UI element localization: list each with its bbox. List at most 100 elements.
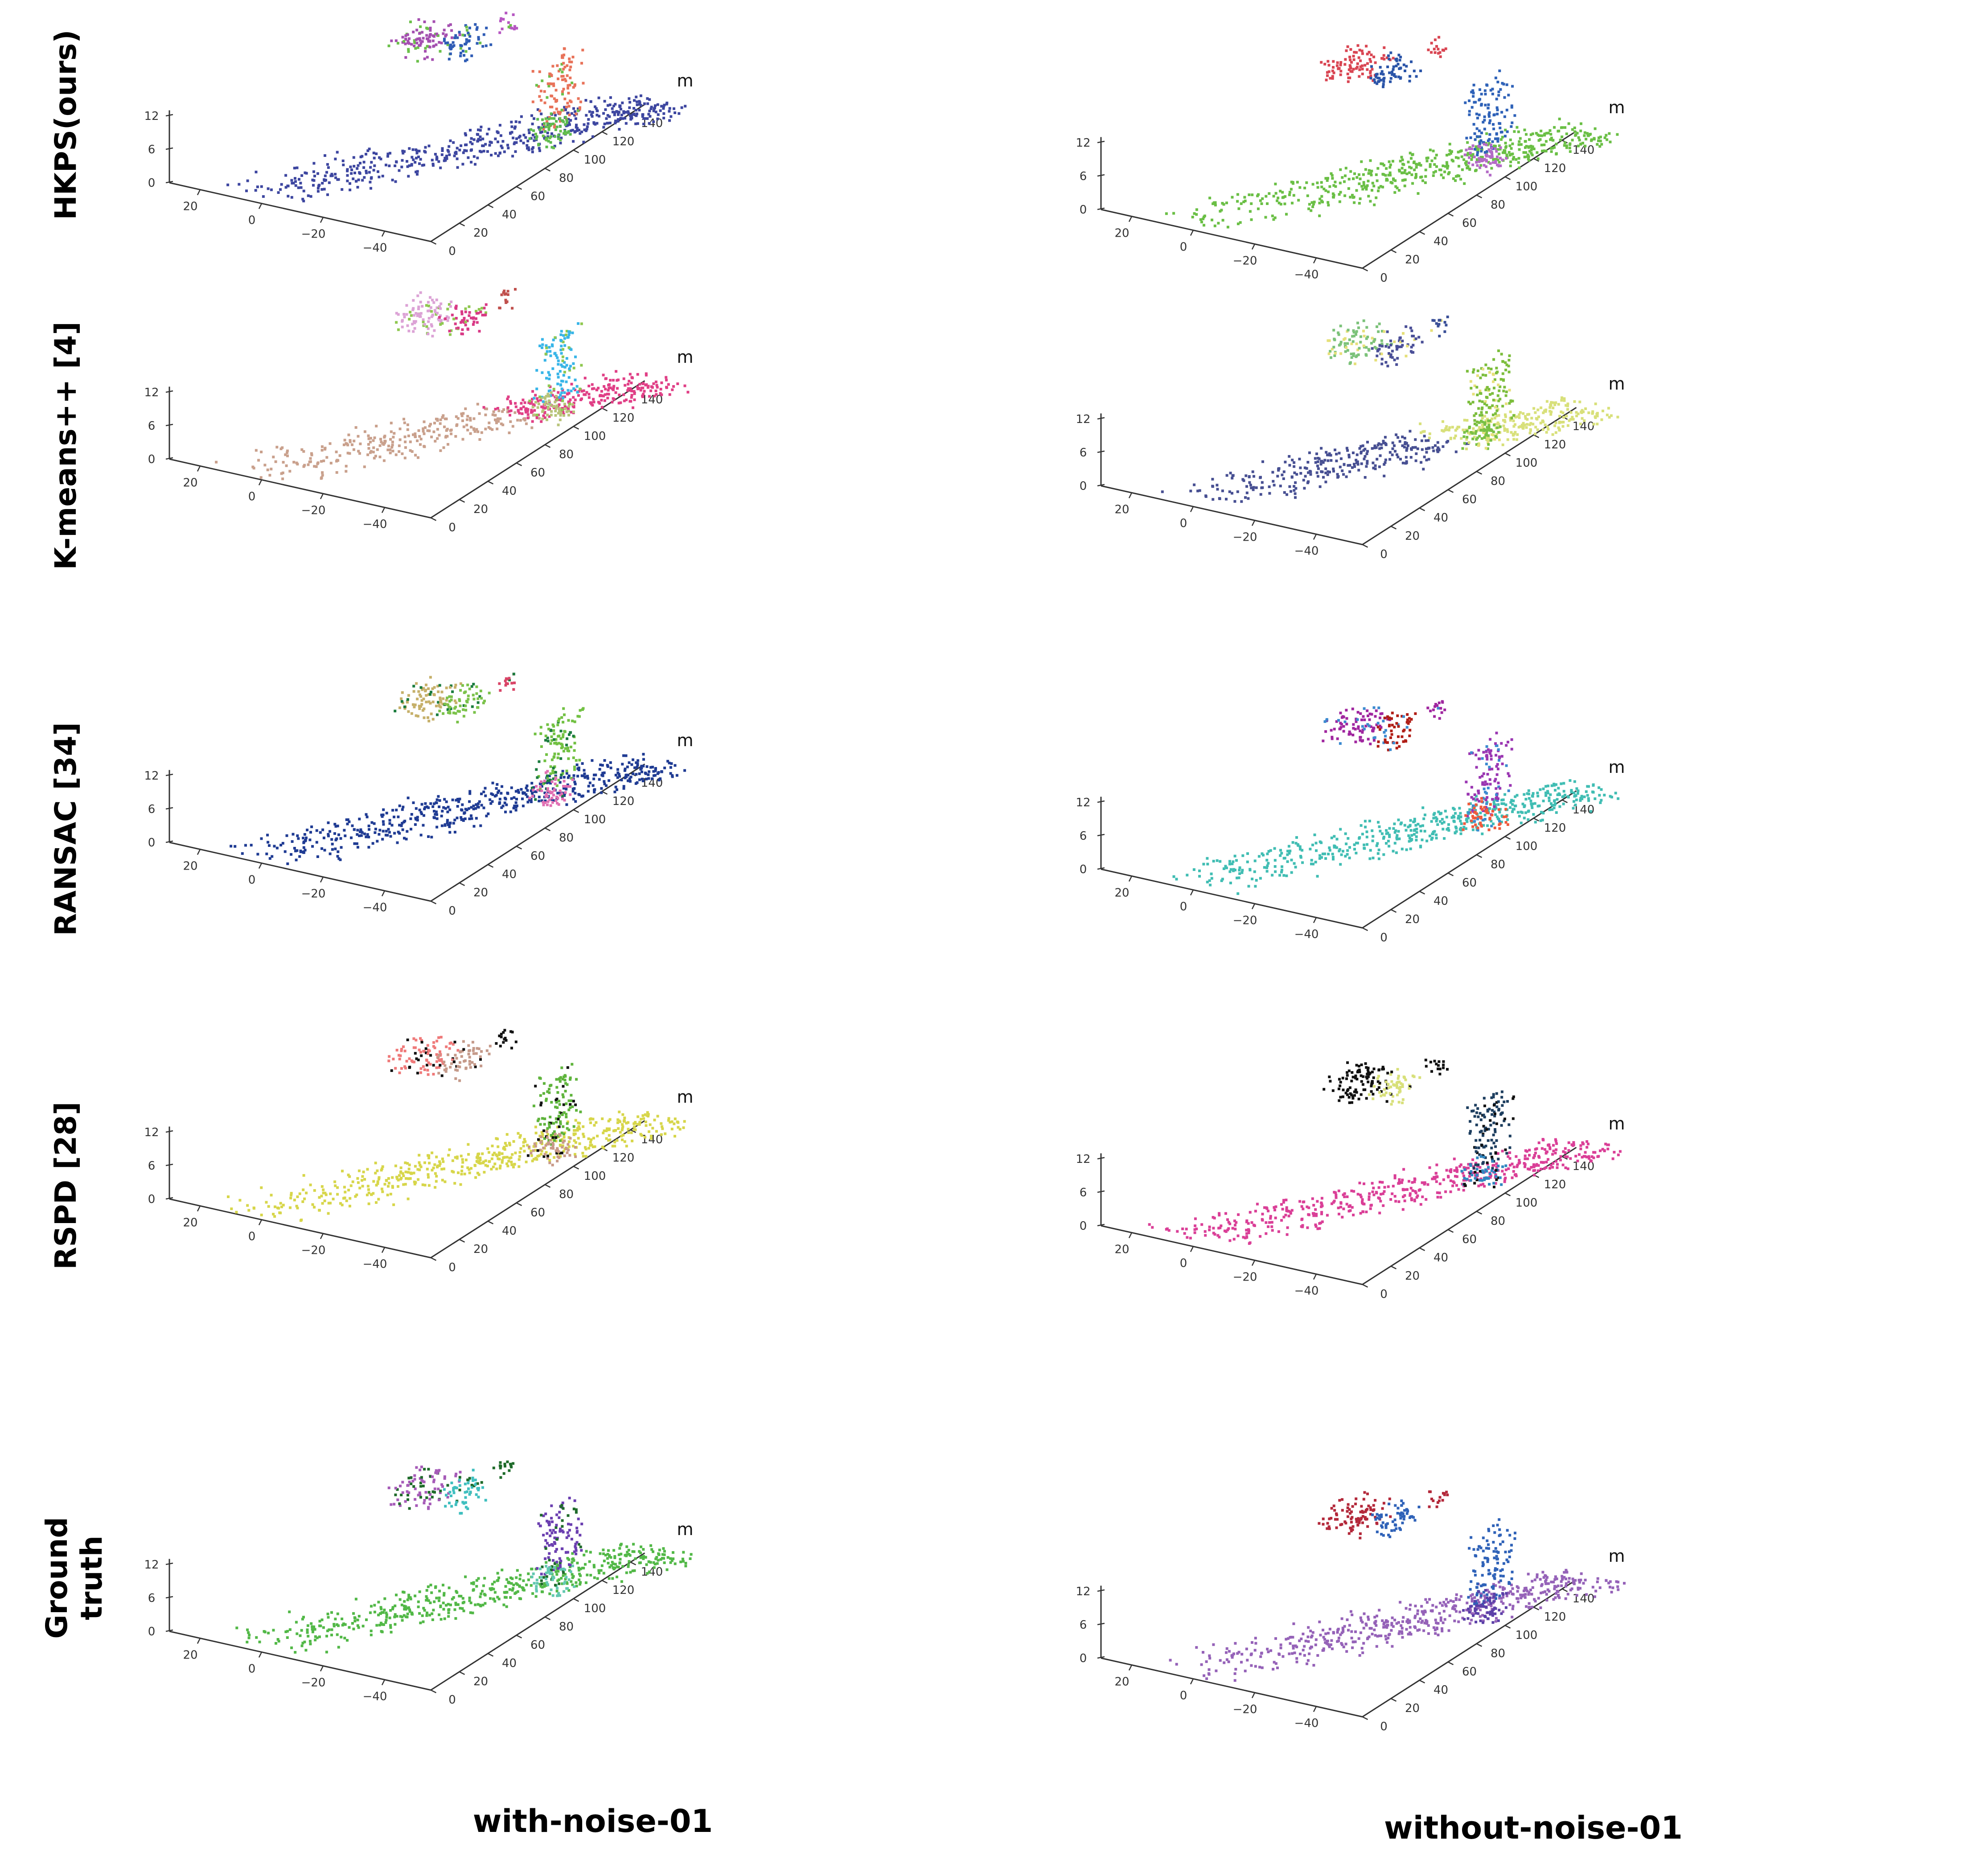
panel-0-clean-point bbox=[1377, 189, 1380, 193]
panel-2-noise-point bbox=[478, 695, 481, 698]
panel-2-noise-point bbox=[381, 815, 384, 818]
panel-1-clean-point bbox=[1366, 462, 1369, 465]
panel-0-clean-point bbox=[1202, 218, 1205, 220]
panel-1-noise-point bbox=[343, 439, 346, 442]
panel-2-noise-point bbox=[571, 719, 574, 723]
panel-1-clean-point bbox=[1277, 469, 1280, 472]
panel-0-clean-point bbox=[1413, 168, 1416, 172]
panel-0-noise-point bbox=[443, 39, 446, 42]
panel-1-clean-point bbox=[1295, 473, 1298, 476]
panel-1-clean-point bbox=[1512, 433, 1515, 436]
panel-2-clean-point bbox=[1557, 787, 1560, 790]
panel-2-noise-point bbox=[290, 853, 293, 856]
panel-2-noise-point bbox=[409, 817, 412, 820]
panel-2-clean-point bbox=[1603, 793, 1606, 797]
panel-2-noise-point bbox=[591, 759, 594, 762]
panel-0-clean-point bbox=[1471, 144, 1475, 147]
panel-2-noise-point bbox=[453, 699, 456, 702]
panel-0-noise-point bbox=[540, 112, 543, 115]
panel-0-clean-point bbox=[1338, 193, 1341, 196]
panel-2-clean-point bbox=[1403, 824, 1406, 827]
panel-2-noise-point bbox=[476, 706, 479, 709]
panel-2-noise-point bbox=[373, 822, 376, 825]
panel-0-clean-point bbox=[1457, 151, 1460, 154]
panel-0-clean-point bbox=[1442, 49, 1445, 52]
panel-0-clean-point bbox=[1375, 196, 1378, 199]
panel-1-clean-point bbox=[1299, 472, 1302, 475]
panel-2-noise-point bbox=[483, 699, 486, 702]
panel-2-noise-point bbox=[562, 735, 564, 739]
panel-2-clean-point bbox=[1453, 820, 1456, 823]
panel-2-noise-point bbox=[447, 711, 450, 714]
panel-2-clean-point bbox=[1377, 848, 1380, 851]
panel-1-noise-point bbox=[268, 474, 271, 477]
panel-1-noise-point bbox=[560, 363, 563, 366]
panel-0-noise-point bbox=[407, 48, 410, 51]
panel-2-noise-point bbox=[550, 780, 554, 783]
panel-1-clean-point bbox=[1492, 430, 1495, 433]
panel-0-noise-point bbox=[442, 32, 445, 35]
panel-2-clean-point bbox=[1401, 847, 1404, 850]
panel-1-noise-point bbox=[274, 460, 277, 463]
panel-1-noise-point bbox=[562, 411, 565, 414]
panel-0-clean-point bbox=[1396, 186, 1399, 189]
panel-2-noise-point bbox=[299, 850, 302, 854]
panel-2-clean-point bbox=[1551, 804, 1554, 807]
panel-1-noise-point bbox=[627, 387, 630, 390]
panel-1-noise-point bbox=[281, 446, 284, 449]
panel-1-clean-point bbox=[1327, 459, 1330, 462]
panel-1-clean-point bbox=[1318, 485, 1322, 488]
panel-0-clean-point bbox=[1573, 126, 1576, 129]
panel-0-clean-point bbox=[1222, 203, 1225, 206]
panel-2-clean-point bbox=[1299, 856, 1302, 859]
panel-0-clean-point bbox=[1378, 77, 1381, 80]
panel-1-noise-point bbox=[398, 427, 402, 431]
panel-0-noise-unit-label: m bbox=[677, 71, 694, 90]
panel-0-noise-point bbox=[500, 17, 503, 20]
panel-2-noise-point bbox=[374, 831, 377, 834]
panel-1-clean-z-tick-label: 6 bbox=[1080, 446, 1087, 460]
panel-0-clean-point bbox=[1499, 122, 1502, 125]
panel-2-clean-point bbox=[1198, 875, 1201, 878]
panel-1-clean-point bbox=[1506, 430, 1509, 433]
panel-1-clean-point bbox=[1476, 436, 1479, 439]
panel-2-noise-point bbox=[608, 779, 611, 782]
panel-2-clean-z-tick-label: 6 bbox=[1080, 829, 1087, 843]
panel-0-noise-point bbox=[431, 58, 434, 61]
panel-1-clean-point bbox=[1494, 399, 1497, 402]
panel-2-noise-point bbox=[603, 759, 606, 762]
panel-1-clean-point bbox=[1346, 349, 1349, 352]
panel-1-clean-point bbox=[1420, 431, 1422, 434]
panel-0-noise-point bbox=[465, 29, 468, 32]
panel-2-noise-point bbox=[601, 772, 604, 775]
panel-1-noise-y-tick-mark bbox=[544, 444, 551, 448]
panel-2-clean-point bbox=[1500, 802, 1503, 805]
panel-0-noise-point bbox=[678, 112, 681, 115]
panel-1-clean-point bbox=[1481, 400, 1484, 403]
panel-2-noise-point bbox=[561, 770, 564, 773]
panel-0-clean-point bbox=[1520, 143, 1523, 146]
panel-2-noise-point bbox=[555, 784, 559, 787]
panel-0-noise-point bbox=[638, 109, 641, 111]
panel-2-noise-point bbox=[542, 782, 545, 785]
panel-0-clean-point bbox=[1349, 58, 1352, 62]
panel-1-clean-point bbox=[1488, 371, 1491, 374]
panel-1-noise-point bbox=[616, 387, 619, 390]
panel-1-clean-point bbox=[1352, 352, 1355, 355]
panel-0-clean-point bbox=[1291, 181, 1294, 184]
panel-2-noise-point bbox=[336, 825, 339, 828]
panel-2-clean-point bbox=[1265, 866, 1268, 869]
panel-0-noise-point bbox=[447, 150, 450, 153]
panel-1-noise-point bbox=[645, 383, 648, 386]
panel-2-noise-point bbox=[638, 772, 641, 775]
panel-2-clean-point bbox=[1222, 867, 1225, 870]
panel-1-noise-point bbox=[446, 427, 449, 431]
panel-1-clean-point bbox=[1541, 420, 1544, 423]
panel-1-clean-point bbox=[1381, 345, 1384, 348]
panel-0-clean-point bbox=[1518, 140, 1521, 143]
panel-1-noise-point bbox=[583, 377, 587, 380]
panel-0-clean-point bbox=[1364, 64, 1367, 67]
panel-2-noise-point bbox=[416, 816, 419, 819]
panel-1-clean-point bbox=[1351, 340, 1355, 343]
